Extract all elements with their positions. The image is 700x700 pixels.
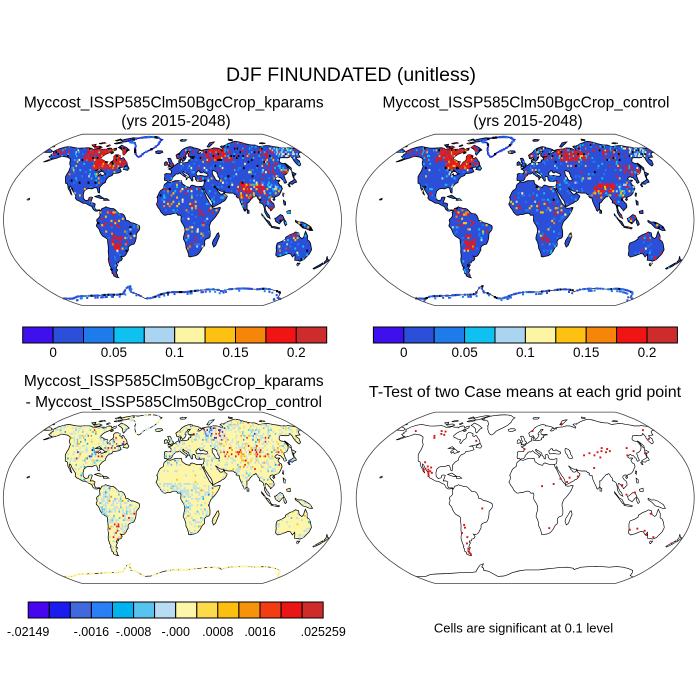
svg-text:0.2: 0.2 [638,345,657,360]
svg-text:.0008: .0008 [202,625,233,639]
svg-text:.0016: .0016 [244,625,275,639]
svg-text:0.1: 0.1 [516,345,535,360]
svg-text:-.0008: -.0008 [116,625,151,639]
svg-text:Myccost_ISSP585Clm50BgcCrop_co: Myccost_ISSP585Clm50BgcCrop_control [383,95,670,112]
svg-text:0.1: 0.1 [165,345,184,360]
svg-text:T-Test of two Case means at ea: T-Test of two Case means at each grid po… [369,384,682,401]
svg-text:-.0016: -.0016 [74,625,109,639]
svg-text:0.15: 0.15 [573,345,599,360]
svg-text:Cells are significant at 0.1 l: Cells are significant at 0.1 level [434,621,613,636]
svg-text:.025259: .025259 [301,625,346,639]
svg-text:Myccost_ISSP585Clm50BgcCrop_kp: Myccost_ISSP585Clm50BgcCrop_kparams [24,95,324,112]
svg-text:0.05: 0.05 [451,345,477,360]
svg-text:Myccost_ISSP585Clm50BgcCrop_kp: Myccost_ISSP585Clm50BgcCrop_kparams [24,373,324,390]
svg-text:-.000: -.000 [161,625,190,639]
svg-text:0: 0 [49,345,57,360]
svg-text:0.15: 0.15 [222,345,248,360]
svg-text:-.02149: -.02149 [7,625,49,639]
svg-text:0.2: 0.2 [287,345,306,360]
svg-text:DJF FINUNDATED (unitless): DJF FINUNDATED (unitless) [226,64,476,86]
svg-text:0.05: 0.05 [101,345,127,360]
svg-text:(yrs 2015-2048): (yrs 2015-2048) [121,113,230,130]
svg-text:(yrs 2015-2048): (yrs 2015-2048) [473,113,582,130]
svg-text:- Myccost_ISSP585Clm50BgcCrop_: - Myccost_ISSP585Clm50BgcCrop_control [26,394,322,411]
svg-text:0: 0 [400,345,408,360]
